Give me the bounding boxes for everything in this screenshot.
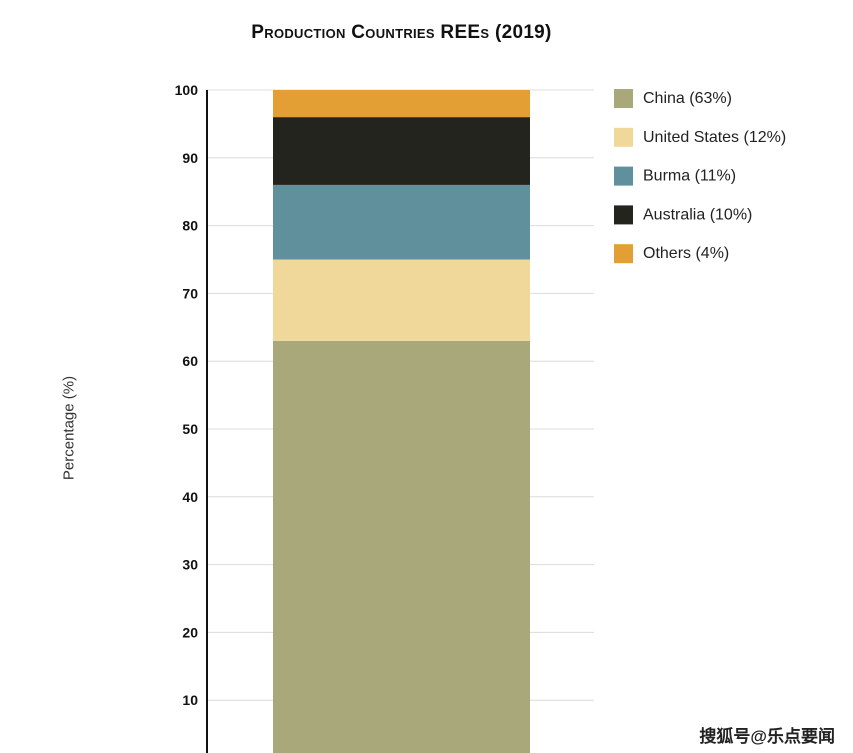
bar-segment-1 — [273, 340, 530, 753]
y-tick-label-60: 60 — [182, 353, 198, 369]
stacked-bar — [273, 90, 530, 753]
y-tick-label-20: 20 — [182, 624, 198, 640]
bar-segment-2 — [273, 259, 530, 341]
y-tick-label-10: 10 — [182, 692, 198, 708]
y-axis: 10 20 30 40 50 60 70 80 90 100 — [175, 82, 208, 753]
legend-swatch-2 — [614, 127, 633, 147]
watermark: 搜狐号@乐点要闻 — [699, 727, 835, 746]
legend-label-5: Others (4%) — [643, 245, 729, 262]
y-tick-label-100: 100 — [175, 82, 199, 98]
legend-label-3: Burma (11%) — [643, 168, 736, 185]
y-tick-label-70: 70 — [182, 285, 198, 301]
y-tick-label-50: 50 — [182, 421, 198, 437]
legend-label-2: United States (12%) — [643, 129, 786, 146]
legend-swatch-1 — [614, 89, 633, 108]
legend-label-4: Australia (10%) — [643, 206, 752, 223]
legend: China (63%) United States (12%) Burma (11%… — [614, 89, 786, 264]
y-tick-label-80: 80 — [182, 218, 198, 234]
legend-swatch-3 — [614, 166, 633, 186]
y-tick-label-40: 40 — [182, 489, 198, 505]
y-tick-label-90: 90 — [182, 150, 198, 166]
legend-label-1: China (63%) — [643, 90, 732, 107]
bar-segment-5 — [273, 90, 530, 118]
bar-segment-4 — [273, 117, 530, 185]
bar-segment-3 — [273, 184, 530, 260]
legend-swatch-5 — [614, 244, 633, 264]
chart-title: Production Countries REEs (2019) — [251, 22, 552, 43]
y-tick-label-30: 30 — [182, 557, 198, 573]
legend-swatch-4 — [614, 205, 633, 225]
